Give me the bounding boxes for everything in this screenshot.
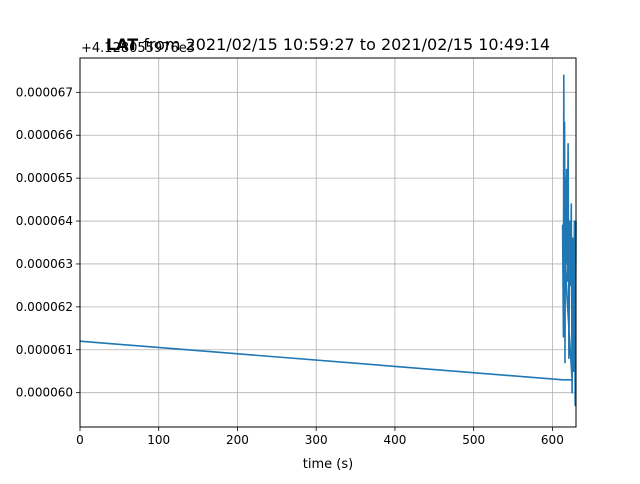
y-tick-label: 0.000063 — [16, 257, 73, 271]
chart-title-bold: LAT — [106, 35, 138, 54]
x-tick-label: 600 — [541, 433, 564, 447]
chart-title: LAT from 2021/02/15 10:59:27 to 2021/02/… — [106, 35, 550, 54]
offset-label: +4.128055976e3 — [81, 41, 195, 56]
y-axis: 0.000060 0.000061 0.000062 0.000063 0.000064… — [16, 85, 80, 400]
series-layer — [79, 74, 577, 407]
x-tick-label: 300 — [305, 433, 328, 447]
x-axis: 0 100 200 300 400 500 600 — [76, 427, 564, 447]
grid — [79, 58, 576, 427]
y-tick-label: 0.000065 — [16, 171, 73, 185]
y-tick-label: 0.000060 — [16, 386, 73, 400]
y-tick-label: 0.000064 — [16, 214, 73, 228]
x-tick-label: 500 — [462, 433, 485, 447]
plot-frame — [79, 57, 577, 428]
chart-title-rest: from 2021/02/15 10:59:27 to 2021/02/15 1… — [138, 35, 550, 54]
y-tick-label: 0.000061 — [16, 343, 73, 357]
x-tick-label: 100 — [147, 433, 170, 447]
x-tick-label: 400 — [383, 433, 406, 447]
y-tick-label: 0.000062 — [16, 300, 73, 314]
x-axis-label: time (s) — [303, 457, 353, 472]
y-tick-label: 0.000067 — [16, 85, 73, 99]
y-tick-label: 0.000066 — [16, 128, 73, 142]
x-tick-label: 0 — [76, 433, 84, 447]
x-tick-label: 200 — [226, 433, 249, 447]
series-line — [79, 74, 577, 407]
